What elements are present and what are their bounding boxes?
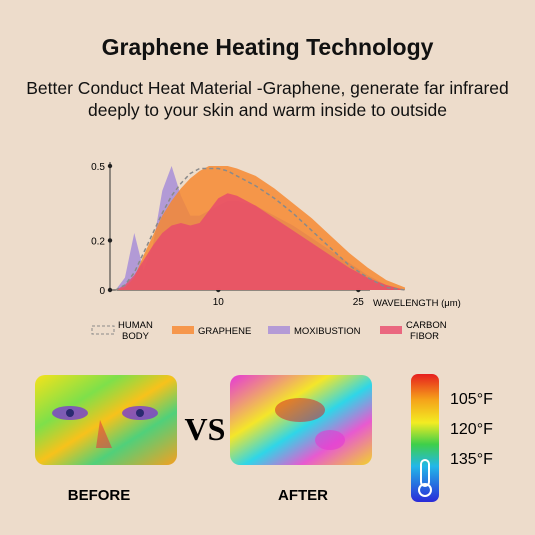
- scale-label: 135°F: [450, 451, 493, 468]
- x-axis-label: WAVELENGTH (μm): [373, 298, 461, 309]
- legend-label: MOXIBUSTION: [294, 326, 361, 337]
- subtitle: Better Conduct Heat Material -Graphene, …: [26, 78, 509, 120]
- vs-label: VS: [185, 411, 226, 447]
- y-tick-label: 0: [99, 286, 105, 297]
- scale-label: 120°F: [450, 421, 493, 438]
- legend-swatch: [380, 326, 402, 334]
- legend-swatch: [91, 325, 115, 335]
- before-label: BEFORE: [68, 487, 131, 504]
- legend-label: CARBON FIBOR: [406, 320, 447, 342]
- x-tick-label: 25: [353, 297, 365, 308]
- y-tick: [107, 287, 113, 293]
- x-tick-label: 10: [213, 297, 225, 308]
- after-image: [230, 375, 372, 465]
- legend-swatch: [172, 326, 194, 334]
- series-area: [115, 167, 406, 291]
- y-tick: [107, 238, 113, 243]
- legend-swatch: [268, 326, 290, 334]
- y-tick-label: 0.2: [91, 236, 105, 247]
- title: Graphene Heating Technology: [101, 34, 434, 60]
- legend-label: GRAPHENE: [198, 326, 251, 337]
- after-label: AFTER: [278, 487, 328, 504]
- series-area: [115, 193, 406, 290]
- before-image: [35, 375, 177, 465]
- scale-label: 105°F: [450, 391, 493, 408]
- legend-label: HUMAN BODY: [118, 320, 153, 342]
- y-tick-label: 0.5: [91, 162, 105, 173]
- y-tick: [107, 163, 113, 169]
- temperature-scale: [411, 374, 439, 502]
